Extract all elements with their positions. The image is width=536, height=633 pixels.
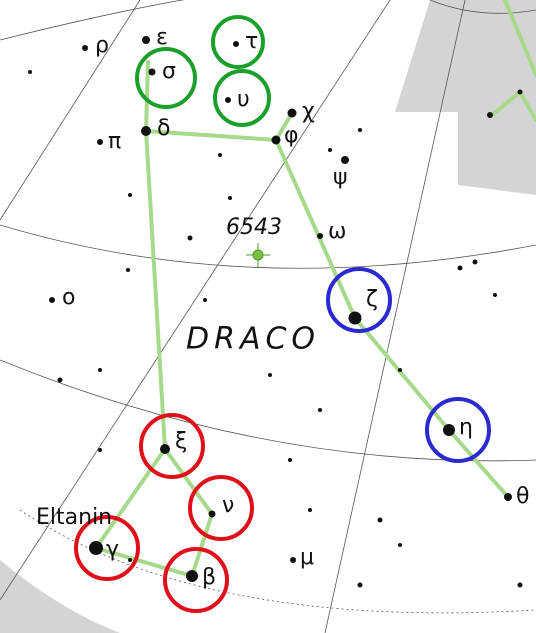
object-label: 6543	[226, 215, 282, 240]
star-label: ξ	[175, 429, 187, 454]
grid-line	[0, 359, 536, 462]
grid-line	[0, 0, 185, 41]
star-label: ε	[156, 25, 168, 50]
constellation-name: DRACO	[186, 322, 320, 357]
labels: ρ ε τ σ υ χ π δ φ ψ 6543 ω ο ζ DRACO η ξ…	[36, 25, 529, 590]
star-name: Eltanin	[36, 505, 112, 530]
star-label: θ	[516, 484, 529, 509]
star-label: δ	[157, 116, 170, 141]
grid-line	[19, 509, 536, 614]
grid-line	[0, 0, 141, 221]
gray-region	[0, 560, 120, 633]
star-label: η	[459, 415, 473, 440]
nebula	[246, 243, 270, 267]
star-label: ρ	[95, 33, 109, 58]
grid-line	[0, 0, 391, 601]
grid-line	[429, 0, 536, 14]
star-label: φ	[284, 123, 299, 148]
star-label: σ	[162, 59, 176, 84]
star-label: μ	[300, 545, 314, 570]
star-label: γ	[106, 537, 119, 562]
star-label: ν	[222, 493, 234, 518]
star-label: ω	[328, 219, 346, 244]
stars	[28, 36, 523, 588]
star-label: ο	[62, 285, 75, 310]
grid-line	[0, 224, 536, 269]
star-label: β	[202, 565, 216, 590]
grid-line	[324, 0, 466, 633]
gray-region	[395, 0, 536, 195]
constellation-line	[92, 60, 510, 579]
star-label: τ	[245, 29, 258, 54]
star-label: υ	[237, 87, 250, 112]
star-label: ψ	[333, 165, 348, 190]
star-label: χ	[302, 99, 315, 124]
highlight-rings	[74, 15, 491, 613]
star-label: ζ	[366, 287, 378, 312]
star-label: π	[108, 129, 121, 154]
